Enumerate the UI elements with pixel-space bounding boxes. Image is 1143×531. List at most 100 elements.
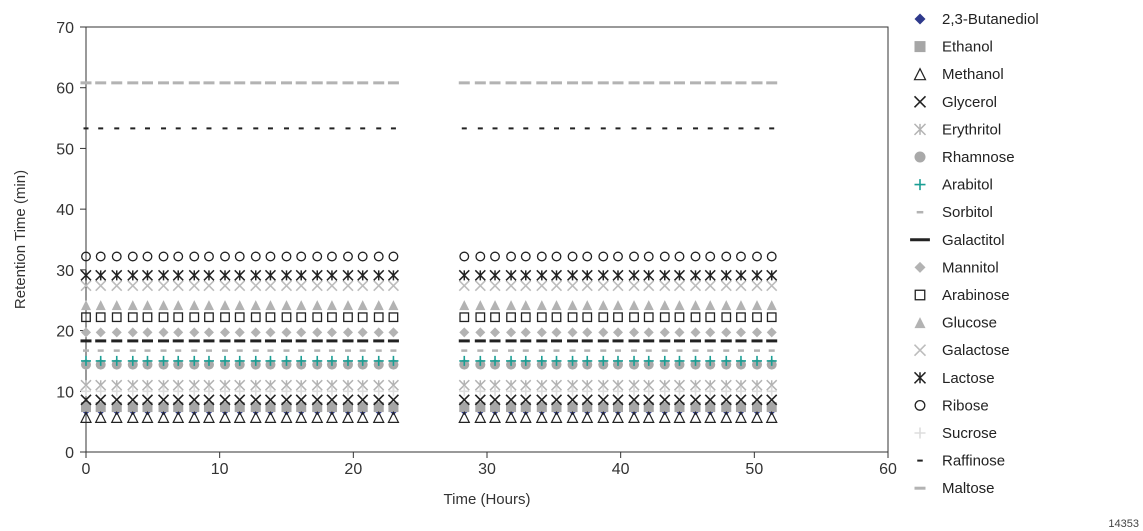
data-point: [459, 251, 470, 262]
data-point: [233, 411, 246, 423]
data-point: [766, 300, 777, 311]
data-point: [141, 269, 154, 281]
data-point: [203, 280, 215, 292]
data-point: [489, 394, 501, 406]
data-point: [173, 312, 184, 323]
data-point: [643, 280, 655, 292]
data-point: [142, 251, 153, 262]
data-point: [459, 300, 470, 311]
data-point: [474, 269, 486, 281]
data-point: [705, 312, 716, 323]
data-point: [281, 386, 292, 397]
data-point: [172, 269, 184, 281]
data-point: [387, 394, 399, 406]
data-point: [281, 300, 292, 311]
data-point: [142, 386, 153, 397]
data-point: [567, 355, 578, 366]
data-point: [295, 280, 307, 292]
data-point: [357, 386, 368, 397]
data-point: [475, 251, 486, 262]
data-point: [142, 402, 153, 413]
data-point: [506, 386, 517, 397]
legend-item: Lactose: [913, 370, 995, 387]
data-point: [220, 402, 231, 413]
data-point: [506, 300, 517, 311]
data-point: [475, 312, 486, 323]
data-point: [325, 411, 338, 423]
data-point: [157, 411, 170, 423]
data-point: [721, 355, 732, 366]
data-point: [629, 312, 639, 323]
data-point: [234, 251, 245, 262]
data-point: [597, 411, 610, 423]
x-axis-title: Time (Hours): [444, 491, 531, 508]
data-point: [343, 251, 353, 262]
data-point: [705, 402, 716, 413]
data-point: [158, 312, 169, 323]
series-arabitol: [81, 355, 777, 366]
data-point: [735, 300, 746, 311]
data-point: [582, 300, 593, 311]
data-point: [721, 251, 732, 262]
data-point: [536, 251, 547, 262]
data-point: [642, 411, 655, 423]
data-point: [296, 355, 307, 366]
data-point: [388, 300, 399, 311]
data-point: [643, 312, 654, 323]
data-point: [550, 280, 563, 292]
data-point: [551, 251, 562, 262]
data-point: [735, 327, 746, 338]
data-point: [312, 386, 323, 397]
data-point: [311, 411, 324, 423]
data-point: [612, 411, 624, 423]
data-point: [751, 411, 763, 423]
data-point: [613, 312, 623, 323]
data-point: [659, 402, 670, 413]
data-point: [536, 386, 547, 397]
data-point: [111, 327, 122, 338]
data-point: [751, 394, 763, 406]
data-point: [326, 394, 338, 406]
data-point: [720, 269, 732, 281]
data-point: [506, 355, 517, 366]
data-point: [567, 402, 578, 413]
data-point: [281, 327, 292, 338]
data-point: [265, 312, 276, 323]
legend-label: Erythritol: [942, 121, 1001, 138]
x-tick-label: 50: [745, 461, 763, 478]
data-point: [598, 312, 609, 323]
legend-marker: [914, 41, 926, 53]
data-point: [357, 269, 369, 281]
data-point: [295, 269, 307, 281]
y-tick-label: 50: [56, 141, 74, 158]
data-point: [628, 280, 640, 292]
data-point: [296, 312, 307, 323]
y-tick-label: 70: [56, 20, 74, 37]
data-point: [265, 251, 276, 262]
data-point: [326, 251, 337, 262]
data-point: [296, 327, 307, 338]
data-point: [312, 251, 323, 262]
data-point: [281, 402, 292, 413]
legend-marker: [914, 399, 926, 411]
data-point: [95, 386, 106, 397]
data-point: [613, 251, 623, 262]
data-point: [582, 355, 593, 366]
data-point: [373, 251, 384, 262]
data-point: [81, 355, 91, 366]
data-point: [173, 386, 184, 397]
y-tick-label: 20: [56, 324, 74, 341]
data-point: [474, 280, 486, 292]
data-point: [387, 280, 399, 292]
y-tick-label: 60: [56, 81, 74, 98]
data-point: [95, 394, 107, 406]
data-point: [598, 251, 609, 262]
data-point: [520, 386, 531, 397]
data-point: [766, 394, 778, 406]
data-point: [766, 402, 777, 413]
data-point: [250, 355, 261, 366]
data-point: [704, 280, 716, 292]
data-point: [234, 327, 245, 338]
data-point: [735, 386, 746, 397]
